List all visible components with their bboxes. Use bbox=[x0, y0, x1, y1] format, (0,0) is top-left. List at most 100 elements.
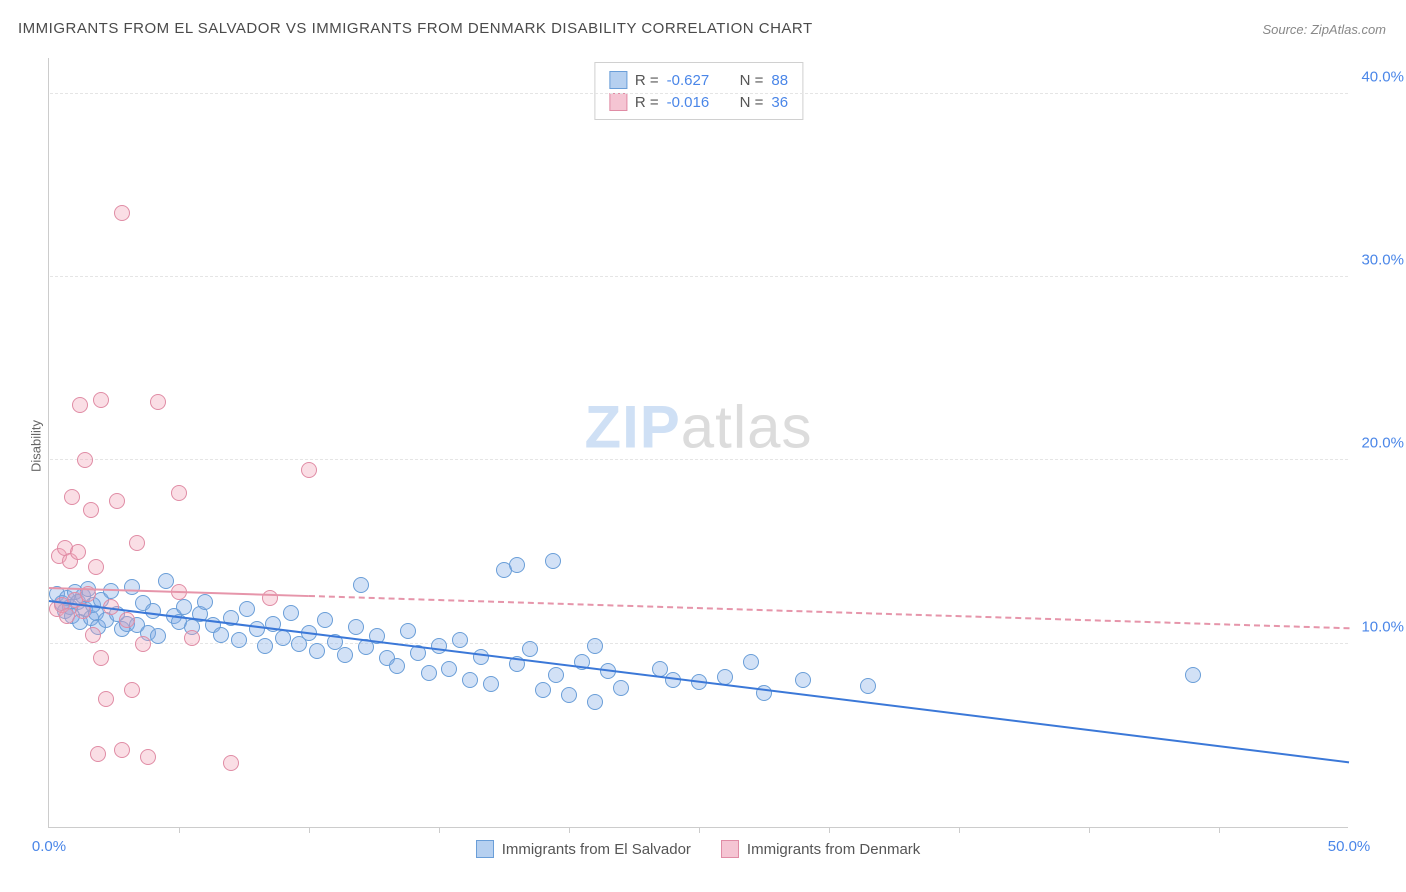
scatter-point bbox=[98, 691, 114, 707]
scatter-point bbox=[150, 394, 166, 410]
scatter-point bbox=[545, 553, 561, 569]
watermark: ZIPatlas bbox=[584, 393, 812, 462]
legend-n-label: N = bbox=[740, 72, 764, 89]
scatter-point bbox=[400, 623, 416, 639]
scatter-point bbox=[262, 590, 278, 606]
watermark-zip: ZIP bbox=[584, 394, 680, 461]
scatter-point bbox=[548, 667, 564, 683]
scatter-point bbox=[348, 619, 364, 635]
scatter-point bbox=[275, 630, 291, 646]
x-tick bbox=[569, 827, 570, 833]
scatter-point bbox=[483, 676, 499, 692]
scatter-point bbox=[249, 621, 265, 637]
scatter-point bbox=[72, 397, 88, 413]
scatter-point bbox=[114, 742, 130, 758]
y-tick-label: 30.0% bbox=[1361, 252, 1404, 269]
scatter-point bbox=[743, 654, 759, 670]
chart-area: ZIPatlas R =-0.627N =88R =-0.016N =36 10… bbox=[48, 58, 1348, 828]
y-axis-label: Disability bbox=[29, 420, 44, 472]
scatter-point bbox=[109, 493, 125, 509]
scatter-point bbox=[1185, 667, 1201, 683]
scatter-point bbox=[421, 665, 437, 681]
series-legend-item: Immigrants from Denmark bbox=[721, 840, 920, 858]
scatter-point bbox=[124, 579, 140, 595]
scatter-point bbox=[70, 544, 86, 560]
scatter-point bbox=[665, 672, 681, 688]
scatter-point bbox=[93, 650, 109, 666]
scatter-point bbox=[64, 489, 80, 505]
scatter-point bbox=[85, 627, 101, 643]
scatter-point bbox=[83, 502, 99, 518]
y-tick-label: 40.0% bbox=[1361, 68, 1404, 85]
scatter-point bbox=[522, 641, 538, 657]
scatter-point bbox=[239, 601, 255, 617]
scatter-point bbox=[613, 680, 629, 696]
x-tick bbox=[829, 827, 830, 833]
legend-swatch bbox=[476, 840, 494, 858]
scatter-point bbox=[88, 559, 104, 575]
scatter-point bbox=[317, 612, 333, 628]
scatter-point bbox=[197, 594, 213, 610]
gridline bbox=[50, 276, 1348, 277]
scatter-point bbox=[114, 205, 130, 221]
legend-row: R = -0.016 N = 36 bbox=[609, 91, 788, 113]
scatter-point bbox=[77, 452, 93, 468]
legend-row: R = -0.627 N = 88 bbox=[609, 69, 788, 91]
scatter-point bbox=[283, 605, 299, 621]
scatter-point bbox=[90, 746, 106, 762]
x-tick bbox=[699, 827, 700, 833]
scatter-point bbox=[509, 557, 525, 573]
source-attribution: Source: ZipAtlas.com bbox=[1262, 22, 1386, 37]
scatter-point bbox=[337, 647, 353, 663]
legend-r-label: R = bbox=[635, 72, 659, 89]
legend-r-label: R = bbox=[635, 94, 659, 111]
scatter-point bbox=[587, 638, 603, 654]
correlation-legend: R = -0.627 N = 88 R = -0.016 N = 36 bbox=[594, 62, 803, 120]
scatter-point bbox=[353, 577, 369, 593]
legend-n-value: 36 bbox=[771, 94, 788, 111]
scatter-point bbox=[462, 672, 478, 688]
legend-n-value: 88 bbox=[771, 72, 788, 89]
scatter-point bbox=[93, 392, 109, 408]
scatter-point bbox=[389, 658, 405, 674]
x-tick bbox=[309, 827, 310, 833]
legend-swatch bbox=[609, 93, 627, 111]
scatter-point bbox=[124, 682, 140, 698]
scatter-point bbox=[140, 749, 156, 765]
gridline bbox=[50, 93, 1348, 94]
scatter-point bbox=[223, 755, 239, 771]
scatter-point bbox=[473, 649, 489, 665]
scatter-point bbox=[441, 661, 457, 677]
scatter-point bbox=[59, 608, 75, 624]
scatter-point bbox=[535, 682, 551, 698]
y-tick-label: 10.0% bbox=[1361, 618, 1404, 635]
trend-line bbox=[49, 600, 1349, 763]
x-tick bbox=[179, 827, 180, 833]
legend-swatch bbox=[609, 71, 627, 89]
x-tick bbox=[1219, 827, 1220, 833]
scatter-point bbox=[150, 628, 166, 644]
series-label: Immigrants from El Salvador bbox=[502, 841, 691, 858]
scatter-point bbox=[795, 672, 811, 688]
scatter-point bbox=[145, 603, 161, 619]
scatter-point bbox=[213, 627, 229, 643]
watermark-atlas: atlas bbox=[681, 394, 813, 461]
scatter-point bbox=[119, 612, 135, 628]
trend-line bbox=[309, 595, 1349, 629]
scatter-point bbox=[309, 643, 325, 659]
scatter-point bbox=[561, 687, 577, 703]
scatter-point bbox=[184, 630, 200, 646]
scatter-point bbox=[135, 636, 151, 652]
legend-n-label: N = bbox=[740, 94, 764, 111]
scatter-point bbox=[176, 599, 192, 615]
scatter-point bbox=[587, 694, 603, 710]
legend-r-value: -0.016 bbox=[667, 94, 722, 111]
scatter-point bbox=[231, 632, 247, 648]
legend-swatch bbox=[721, 840, 739, 858]
legend-r-value: -0.627 bbox=[667, 72, 722, 89]
gridline bbox=[50, 459, 1348, 460]
scatter-point bbox=[129, 535, 145, 551]
scatter-point bbox=[301, 462, 317, 478]
chart-title: IMMIGRANTS FROM EL SALVADOR VS IMMIGRANT… bbox=[18, 20, 813, 37]
scatter-point bbox=[860, 678, 876, 694]
